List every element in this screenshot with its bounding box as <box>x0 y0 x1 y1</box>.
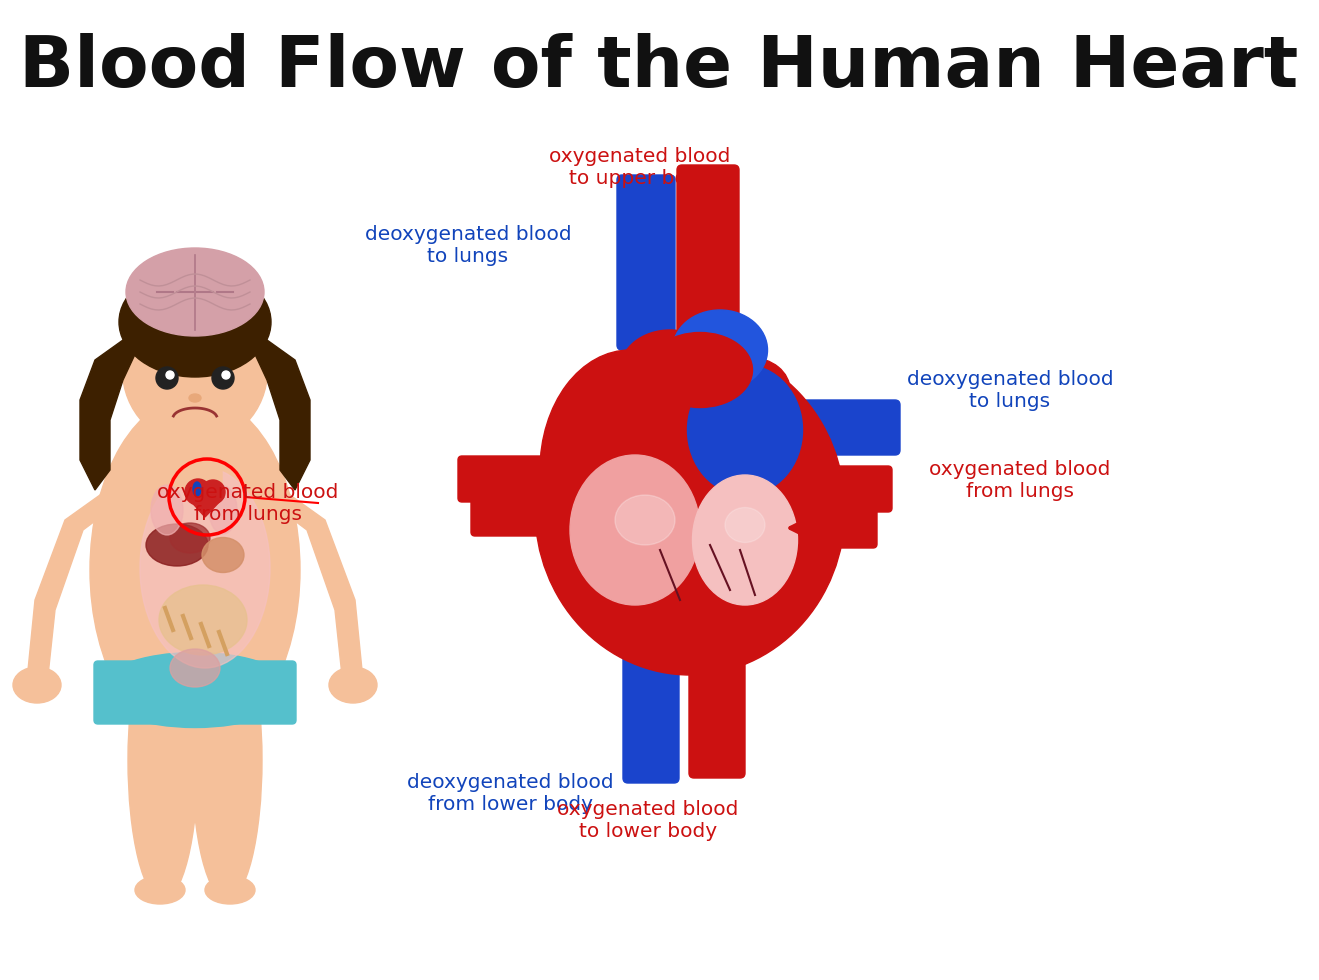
Ellipse shape <box>570 455 700 605</box>
FancyBboxPatch shape <box>94 661 295 724</box>
FancyBboxPatch shape <box>776 400 900 455</box>
Ellipse shape <box>204 876 255 904</box>
Ellipse shape <box>128 620 198 900</box>
FancyBboxPatch shape <box>471 498 567 536</box>
Text: deoxygenated blood
from lower body: deoxygenated blood from lower body <box>406 772 613 813</box>
Ellipse shape <box>208 486 237 534</box>
Text: oxygenated blood
to lower body: oxygenated blood to lower body <box>558 800 739 841</box>
Text: oxygenated blood
from lungs: oxygenated blood from lungs <box>930 460 1111 501</box>
Ellipse shape <box>536 345 845 675</box>
Polygon shape <box>26 490 123 685</box>
Polygon shape <box>80 340 137 490</box>
Ellipse shape <box>673 310 768 390</box>
Ellipse shape <box>189 394 200 402</box>
Ellipse shape <box>328 667 377 703</box>
Ellipse shape <box>13 667 61 703</box>
FancyBboxPatch shape <box>458 456 566 502</box>
Ellipse shape <box>193 620 262 900</box>
Ellipse shape <box>193 482 200 496</box>
Ellipse shape <box>150 485 183 535</box>
Ellipse shape <box>615 495 675 545</box>
Ellipse shape <box>119 267 270 377</box>
Circle shape <box>200 480 226 504</box>
Ellipse shape <box>539 350 720 590</box>
Circle shape <box>222 371 230 379</box>
Text: oxygenated blood
from lungs: oxygenated blood from lungs <box>157 482 339 523</box>
Text: deoxygenated blood
to lungs: deoxygenated blood to lungs <box>364 224 571 266</box>
Ellipse shape <box>123 295 268 445</box>
Text: oxygenated blood
to upper body: oxygenated blood to upper body <box>549 148 731 188</box>
Ellipse shape <box>160 585 247 655</box>
FancyBboxPatch shape <box>774 508 877 548</box>
FancyBboxPatch shape <box>774 466 892 512</box>
Circle shape <box>166 371 174 379</box>
Ellipse shape <box>725 508 765 543</box>
Polygon shape <box>266 490 363 685</box>
Polygon shape <box>253 340 310 490</box>
Ellipse shape <box>146 524 208 566</box>
FancyBboxPatch shape <box>677 165 739 350</box>
Ellipse shape <box>127 248 264 336</box>
Ellipse shape <box>202 537 244 572</box>
Circle shape <box>212 367 233 389</box>
Ellipse shape <box>90 395 299 745</box>
Circle shape <box>156 367 178 389</box>
Ellipse shape <box>170 649 220 687</box>
Ellipse shape <box>98 653 293 727</box>
Text: deoxygenated blood
to lungs: deoxygenated blood to lungs <box>906 369 1113 411</box>
Text: Blood Flow of the Human Heart: Blood Flow of the Human Heart <box>20 33 1299 103</box>
FancyBboxPatch shape <box>689 653 745 778</box>
Ellipse shape <box>710 358 790 422</box>
Ellipse shape <box>135 876 185 904</box>
Ellipse shape <box>620 330 720 410</box>
FancyBboxPatch shape <box>617 175 675 350</box>
Ellipse shape <box>687 365 802 495</box>
Polygon shape <box>187 497 224 517</box>
FancyBboxPatch shape <box>168 412 222 488</box>
Ellipse shape <box>140 468 270 668</box>
Ellipse shape <box>648 332 753 408</box>
FancyBboxPatch shape <box>623 653 679 783</box>
Circle shape <box>185 479 211 505</box>
Ellipse shape <box>692 475 798 605</box>
Ellipse shape <box>170 523 210 553</box>
